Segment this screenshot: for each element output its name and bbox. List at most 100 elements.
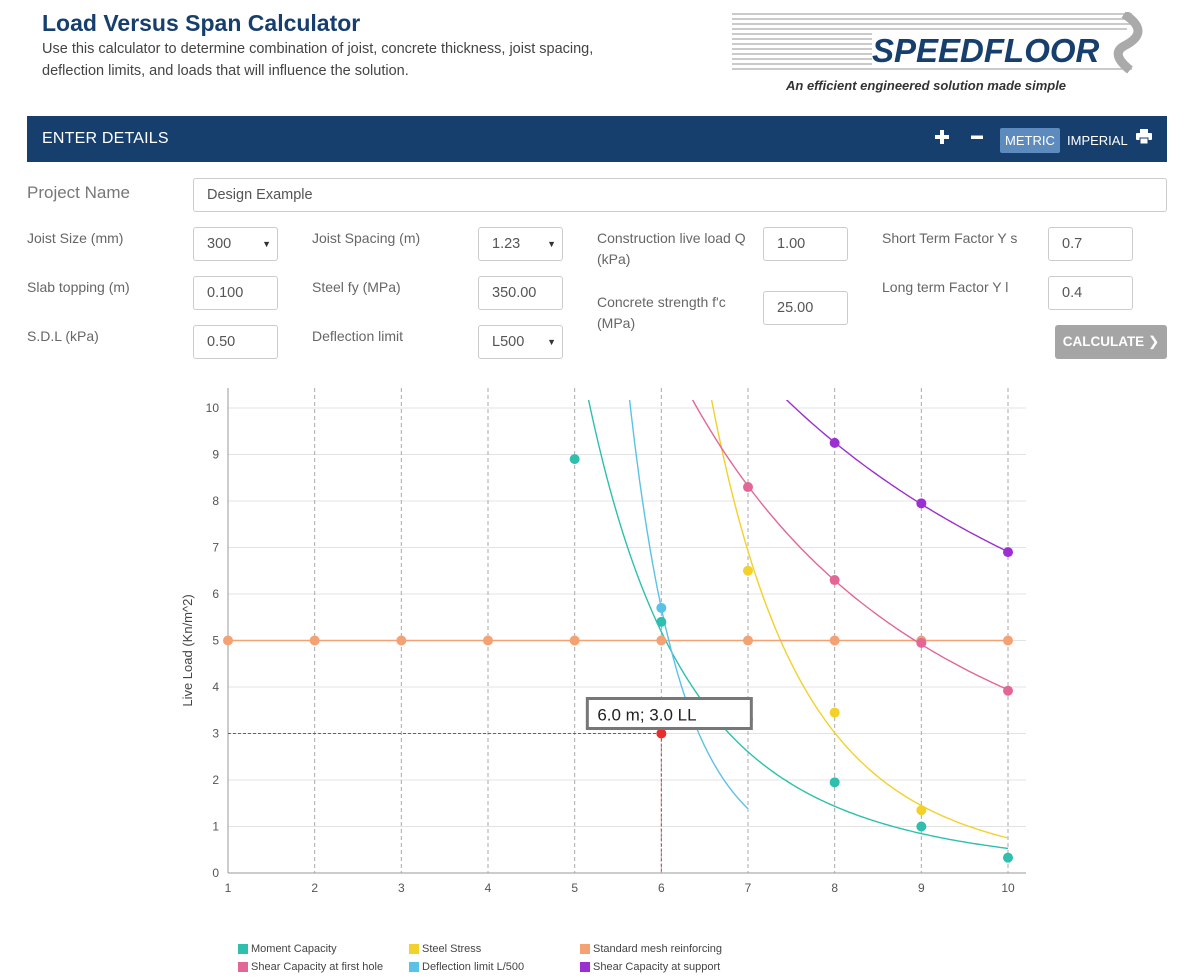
chart-legend: Moment Capacity Steel Stress Standard mesh… bbox=[238, 942, 758, 978]
legend-label: Shear Capacity at first hole bbox=[251, 961, 384, 973]
slab-topping-input[interactable]: 0.100 bbox=[193, 276, 278, 310]
series-line bbox=[628, 400, 749, 810]
data-point bbox=[656, 616, 667, 627]
imperial-button[interactable]: IMPERIAL bbox=[1067, 133, 1128, 148]
concrete-strength-input[interactable]: 25.00 bbox=[763, 291, 848, 325]
deflection-limit-value: L500 bbox=[492, 334, 525, 350]
series-line bbox=[587, 400, 1009, 850]
x-tick-label: 5 bbox=[571, 881, 578, 895]
marker-label: 6.0 m; 3.0 LL bbox=[597, 706, 696, 725]
joist-size-select[interactable]: 300 ▼ bbox=[193, 227, 278, 261]
data-point bbox=[1003, 547, 1013, 558]
printer-icon[interactable] bbox=[1136, 129, 1152, 151]
metric-button[interactable]: METRIC bbox=[1000, 128, 1060, 153]
legend-swatch bbox=[580, 944, 590, 954]
plus-icon[interactable] bbox=[935, 129, 949, 151]
joist-spacing-select[interactable]: 1.23 ▼ bbox=[478, 227, 563, 261]
legend-swatch bbox=[409, 962, 419, 972]
section-title: ENTER DETAILS bbox=[42, 130, 169, 147]
deflection-limit-select[interactable]: L500 ▼ bbox=[478, 325, 563, 359]
legend-label: Shear Capacity at support bbox=[593, 961, 721, 973]
data-point bbox=[829, 707, 840, 718]
construction-live-load-label: Construction live load Q (kPa) bbox=[597, 230, 746, 267]
calculate-button[interactable]: CALCULATE ❯ bbox=[1055, 325, 1167, 359]
curves bbox=[228, 400, 1009, 850]
legend-swatch bbox=[409, 944, 419, 954]
x-tick-label: 7 bbox=[745, 881, 752, 895]
y-tick-label: 10 bbox=[206, 401, 220, 415]
legend-swatch bbox=[580, 962, 590, 972]
chevron-down-icon: ▼ bbox=[547, 337, 556, 347]
y-tick-label: 9 bbox=[212, 448, 219, 462]
y-tick-label: 8 bbox=[212, 494, 219, 508]
data-point bbox=[743, 482, 753, 493]
marker-label-box bbox=[585, 697, 753, 730]
legend-item: Shear Capacity at first hole bbox=[238, 960, 383, 974]
y-axis-title: Live Load (Kn/m^2) bbox=[180, 594, 195, 706]
y-tick-label: 4 bbox=[212, 680, 219, 694]
data-point bbox=[916, 637, 927, 648]
legend-item: Deflection limit L/500 bbox=[409, 960, 524, 974]
joist-size-value: 300 bbox=[207, 236, 232, 252]
series-line bbox=[691, 400, 1009, 691]
data-point bbox=[829, 635, 840, 646]
legend-label: Moment Capacity bbox=[251, 943, 337, 955]
x-tick-label: 10 bbox=[1001, 881, 1015, 895]
x-tick-label: 4 bbox=[485, 881, 492, 895]
construction-live-load-input[interactable]: 1.00 bbox=[763, 227, 848, 261]
long-term-factor-input[interactable]: 0.4 bbox=[1048, 276, 1133, 310]
x-tick-label: 8 bbox=[831, 881, 838, 895]
data-point bbox=[569, 454, 580, 465]
legend-item: Steel Stress bbox=[409, 942, 481, 956]
sdl-input[interactable]: 0.50 bbox=[193, 325, 278, 359]
y-tick-label: 1 bbox=[212, 820, 219, 834]
joist-spacing-value: 1.23 bbox=[492, 236, 521, 252]
steel-fy-input[interactable]: 350.00 bbox=[478, 276, 563, 310]
series-line bbox=[710, 400, 1009, 839]
legend-swatch bbox=[238, 962, 248, 972]
series-line bbox=[785, 400, 1009, 553]
data-point bbox=[1003, 685, 1013, 696]
logo-tagline: An efficient engineered solution made si… bbox=[786, 78, 1067, 93]
legend-item: Moment Capacity bbox=[238, 942, 337, 956]
legend-label: Steel Stress bbox=[422, 943, 482, 955]
chevron-right-icon: ❯ bbox=[1147, 334, 1160, 349]
legend-label: Deflection limit L/500 bbox=[422, 961, 525, 973]
joist-size-label: Joist Size (mm) bbox=[27, 230, 124, 246]
project-name-input[interactable]: Design Example bbox=[193, 178, 1167, 212]
marker-point bbox=[656, 728, 667, 739]
y-tick-label: 0 bbox=[212, 866, 219, 880]
deflection-limit-label: Deflection limit bbox=[312, 328, 404, 344]
joist-spacing-label: Joist Spacing (m) bbox=[312, 230, 421, 246]
short-term-factor-input[interactable]: 0.7 bbox=[1048, 227, 1133, 261]
calculate-label: CALCULATE bbox=[1062, 334, 1145, 349]
y-tick-label: 2 bbox=[212, 773, 219, 787]
chevron-down-icon: ▼ bbox=[262, 239, 271, 249]
data-point bbox=[916, 821, 927, 832]
data-point bbox=[916, 498, 927, 509]
page-description: Use this calculator to determine combina… bbox=[42, 41, 594, 79]
data-point bbox=[309, 635, 320, 646]
project-name-label: Project Name bbox=[27, 183, 130, 202]
data-point bbox=[1003, 852, 1013, 863]
data-point bbox=[569, 635, 580, 646]
x-tick-label: 9 bbox=[918, 881, 925, 895]
concrete-strength-label: Concrete strength f'c (MPa) bbox=[597, 294, 726, 331]
x-tick-label: 1 bbox=[225, 881, 232, 895]
steel-fy-label: Steel fy (MPa) bbox=[312, 279, 401, 295]
y-tick-label: 3 bbox=[212, 727, 219, 741]
x-tick-label: 3 bbox=[398, 881, 405, 895]
data-point bbox=[829, 575, 840, 586]
page-title: Load Versus Span Calculator bbox=[42, 10, 361, 36]
data-point bbox=[656, 602, 667, 613]
data-point bbox=[1003, 635, 1013, 646]
y-tick-label: 7 bbox=[212, 541, 219, 555]
minus-icon[interactable] bbox=[971, 129, 983, 151]
sdl-label: S.D.L (kPa) bbox=[27, 328, 99, 344]
legend-item: Shear Capacity at support bbox=[580, 960, 720, 974]
data-point bbox=[483, 635, 493, 646]
data-point bbox=[829, 777, 840, 788]
y-tick-label: 5 bbox=[212, 634, 219, 648]
legend-label: Standard mesh reinforcing bbox=[593, 943, 723, 955]
